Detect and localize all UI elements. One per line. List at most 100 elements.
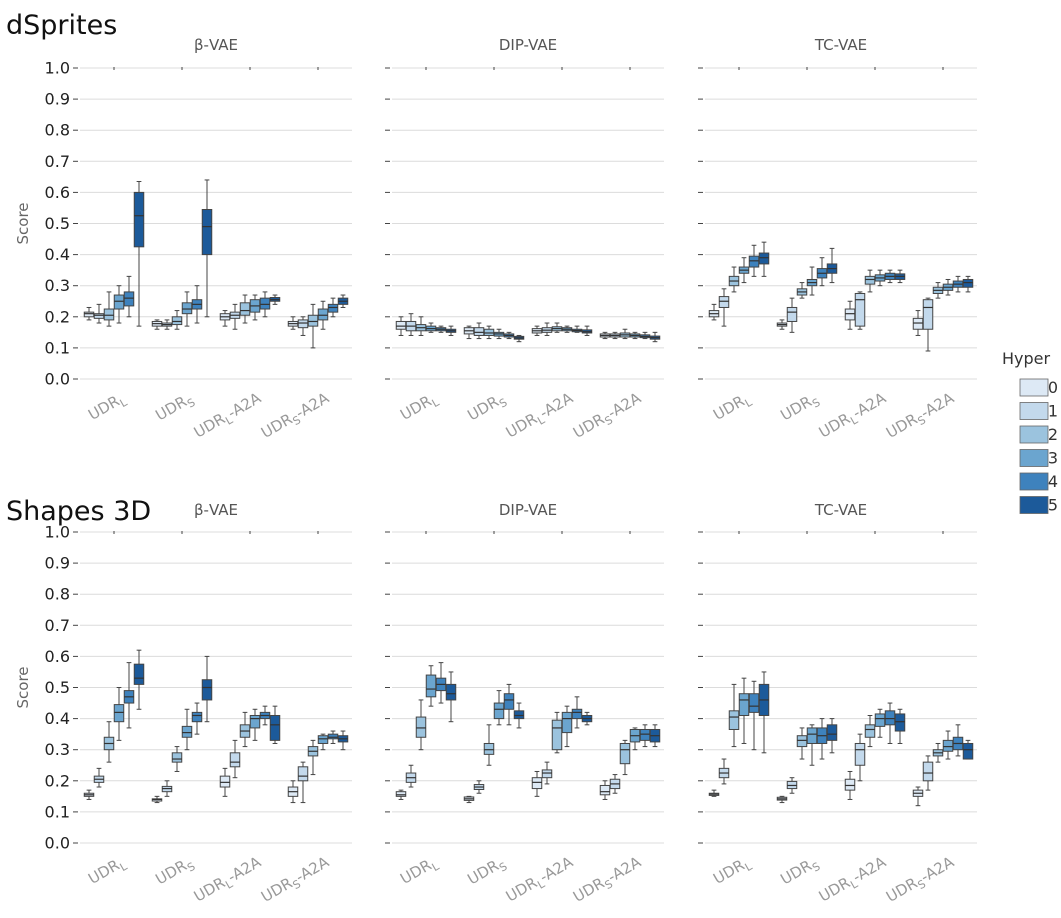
box-hyper-0 bbox=[287, 316, 299, 330]
box-hyper-3 bbox=[317, 733, 329, 751]
box-hyper-1 bbox=[609, 331, 621, 340]
box-hyper-2 bbox=[619, 739, 631, 776]
panel-3: β-VAE 0.0 0.1 0.2 0.3 0.4 0.5 0.6 0.7 0.8 0.9 1.0 Sc… bbox=[14, 501, 352, 909]
box-iqr bbox=[758, 252, 770, 265]
box-iqr bbox=[531, 777, 543, 790]
box-iqr bbox=[113, 294, 125, 310]
box-iqr bbox=[503, 693, 515, 710]
box-iqr bbox=[541, 769, 553, 779]
box-hyper-3 bbox=[493, 690, 505, 726]
x-tick-label: UDRS bbox=[777, 389, 822, 427]
box-hyper-4 bbox=[571, 696, 583, 729]
box-hyper-5 bbox=[649, 331, 661, 343]
box-iqr bbox=[219, 775, 231, 788]
panel-title: β-VAE bbox=[194, 36, 238, 54]
box-iqr bbox=[718, 296, 730, 308]
box-hyper-0 bbox=[912, 786, 924, 807]
box-hyper-0 bbox=[844, 770, 856, 800]
x-tick-label: UDRL-A2A bbox=[503, 389, 578, 445]
panel-0: β-VAE 0.0 0.1 0.2 0.3 0.4 0.5 0.6 0.7 0.8 0.9 1.0 Sc… bbox=[14, 36, 352, 442]
box-iqr bbox=[551, 719, 563, 751]
box-hyper-5 bbox=[962, 275, 974, 293]
box-hyper-3 bbox=[561, 325, 573, 333]
y-tick-label: 0.1 bbox=[45, 338, 70, 357]
legend-swatch-0 bbox=[1019, 378, 1049, 397]
box-hyper-5 bbox=[826, 247, 838, 284]
box-hyper-3 bbox=[181, 708, 193, 751]
box-hyper-5 bbox=[962, 739, 974, 760]
box-hyper-4 bbox=[952, 275, 964, 293]
box-hyper-0 bbox=[776, 795, 788, 804]
box-iqr bbox=[962, 742, 974, 760]
y-tick-label: 1.0 bbox=[45, 59, 70, 78]
x-tick-label: UDRL-A2A bbox=[816, 853, 891, 909]
box-hyper-0 bbox=[531, 770, 543, 797]
legend-swatch-1 bbox=[1019, 402, 1049, 420]
box-iqr bbox=[307, 314, 319, 327]
y-tick-label: 0.5 bbox=[45, 214, 70, 233]
legend-swatch-2 bbox=[1019, 425, 1049, 444]
box-hyper-1 bbox=[161, 319, 173, 330]
box-hyper-0 bbox=[912, 310, 924, 336]
panel-title: β-VAE bbox=[194, 501, 238, 519]
box-hyper-4 bbox=[259, 705, 271, 726]
box-hyper-2 bbox=[307, 303, 319, 349]
panel-title: TC-VAE bbox=[814, 501, 867, 519]
box-iqr bbox=[249, 714, 261, 729]
box-hyper-5 bbox=[894, 269, 906, 284]
box-iqr bbox=[297, 319, 309, 329]
box-iqr bbox=[327, 303, 339, 313]
box-hyper-4 bbox=[952, 724, 964, 757]
box-iqr bbox=[239, 302, 251, 316]
y-axis-label: Score bbox=[14, 202, 32, 244]
box-hyper-4 bbox=[639, 724, 651, 748]
y-tick-label: 0.5 bbox=[45, 678, 70, 697]
box-hyper-1 bbox=[786, 297, 798, 333]
box-iqr bbox=[113, 704, 125, 723]
box-hyper-3 bbox=[249, 708, 261, 741]
x-tick-label: UDRL-A2A bbox=[816, 389, 891, 445]
box-hyper-5 bbox=[445, 671, 457, 723]
box-hyper-2 bbox=[864, 714, 876, 748]
box-hyper-5 bbox=[894, 708, 906, 744]
box-hyper-5 bbox=[581, 711, 593, 726]
box-iqr bbox=[259, 297, 271, 310]
box-hyper-2 bbox=[932, 742, 944, 763]
box-iqr bbox=[201, 209, 213, 256]
box-hyper-3 bbox=[629, 331, 641, 340]
box-hyper-5 bbox=[201, 655, 213, 723]
box-iqr bbox=[748, 693, 760, 713]
y-tick-label: 0.3 bbox=[45, 276, 70, 295]
box-hyper-0 bbox=[599, 331, 611, 340]
box-hyper-5 bbox=[826, 718, 838, 754]
box-hyper-0 bbox=[287, 780, 299, 804]
box-hyper-3 bbox=[561, 705, 573, 748]
box-hyper-1 bbox=[718, 288, 730, 327]
box-hyper-0 bbox=[776, 319, 788, 330]
box-iqr bbox=[864, 724, 876, 738]
box-hyper-1 bbox=[405, 313, 417, 336]
box-hyper-2 bbox=[728, 266, 740, 293]
box-iqr bbox=[571, 708, 583, 720]
box-hyper-5 bbox=[649, 724, 661, 748]
box-iqr bbox=[473, 327, 485, 336]
box-hyper-2 bbox=[171, 310, 183, 330]
x-tick-label: UDRS-A2A bbox=[258, 853, 334, 909]
x-tick-label: UDRL bbox=[710, 852, 755, 890]
box-hyper-1 bbox=[405, 764, 417, 788]
panel-title: DIP-VAE bbox=[499, 36, 557, 54]
y-tick-label: 0.3 bbox=[45, 740, 70, 759]
y-tick-label: 0.9 bbox=[45, 554, 70, 573]
box-hyper-1 bbox=[541, 761, 553, 785]
box-iqr bbox=[395, 791, 407, 797]
box-hyper-4 bbox=[503, 683, 515, 726]
box-hyper-4 bbox=[191, 285, 203, 324]
box-hyper-2 bbox=[483, 724, 495, 766]
box-iqr bbox=[922, 299, 934, 330]
box-hyper-0 bbox=[708, 303, 720, 321]
box-hyper-1 bbox=[854, 733, 866, 782]
box-hyper-3 bbox=[806, 724, 818, 766]
x-tick-label: UDRL bbox=[85, 852, 130, 890]
box-hyper-2 bbox=[483, 325, 495, 340]
